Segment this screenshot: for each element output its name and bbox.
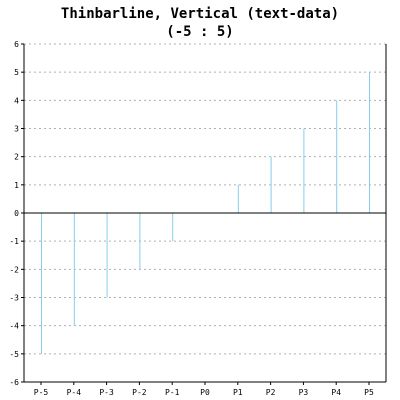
y-tick-label: 3 bbox=[14, 125, 19, 134]
x-tick-label: P-3 bbox=[99, 388, 114, 397]
y-tick-label: 2 bbox=[14, 153, 19, 162]
y-tick-label: -4 bbox=[9, 322, 19, 331]
bar-layer bbox=[41, 72, 370, 354]
x-tick-label: P5 bbox=[364, 388, 374, 397]
y-tick-label: -1 bbox=[9, 237, 19, 246]
axis-layer bbox=[21, 43, 387, 385]
x-tick-labels: P-5 P-4 P-3 P-2 P-1 P0 P1 P2 P3 P4 P5 bbox=[34, 388, 374, 397]
y-tick-label: 6 bbox=[14, 40, 19, 49]
chart-subtitle: (-5 : 5) bbox=[166, 24, 233, 40]
x-tick-label: P-5 bbox=[34, 388, 49, 397]
x-tick-label: P-4 bbox=[67, 388, 82, 397]
chart-title: Thinbarline, Vertical (text-data) bbox=[61, 6, 339, 22]
x-tick-label: P1 bbox=[233, 388, 243, 397]
x-tick-label: P0 bbox=[200, 388, 210, 397]
y-tick-label: -2 bbox=[9, 265, 19, 274]
y-tick-label: -5 bbox=[9, 350, 19, 359]
y-tick-label: 0 bbox=[14, 209, 19, 218]
y-tick-label: 4 bbox=[14, 96, 19, 105]
y-tick-labels: -6 -5 -4 -3 -2 -1 0 1 2 3 4 5 6 bbox=[9, 40, 19, 387]
y-tick-label: 1 bbox=[14, 181, 19, 190]
x-tick-label: P-1 bbox=[165, 388, 180, 397]
y-tick-label: -3 bbox=[9, 294, 19, 303]
grid-layer bbox=[24, 43, 386, 383]
y-tick-label: 5 bbox=[14, 68, 19, 77]
x-tick-label: P3 bbox=[299, 388, 309, 397]
x-tick-label: P4 bbox=[331, 388, 341, 397]
y-tick-label: -6 bbox=[9, 378, 19, 387]
x-tick-label: P2 bbox=[266, 388, 276, 397]
x-tick-label: P-2 bbox=[132, 388, 147, 397]
